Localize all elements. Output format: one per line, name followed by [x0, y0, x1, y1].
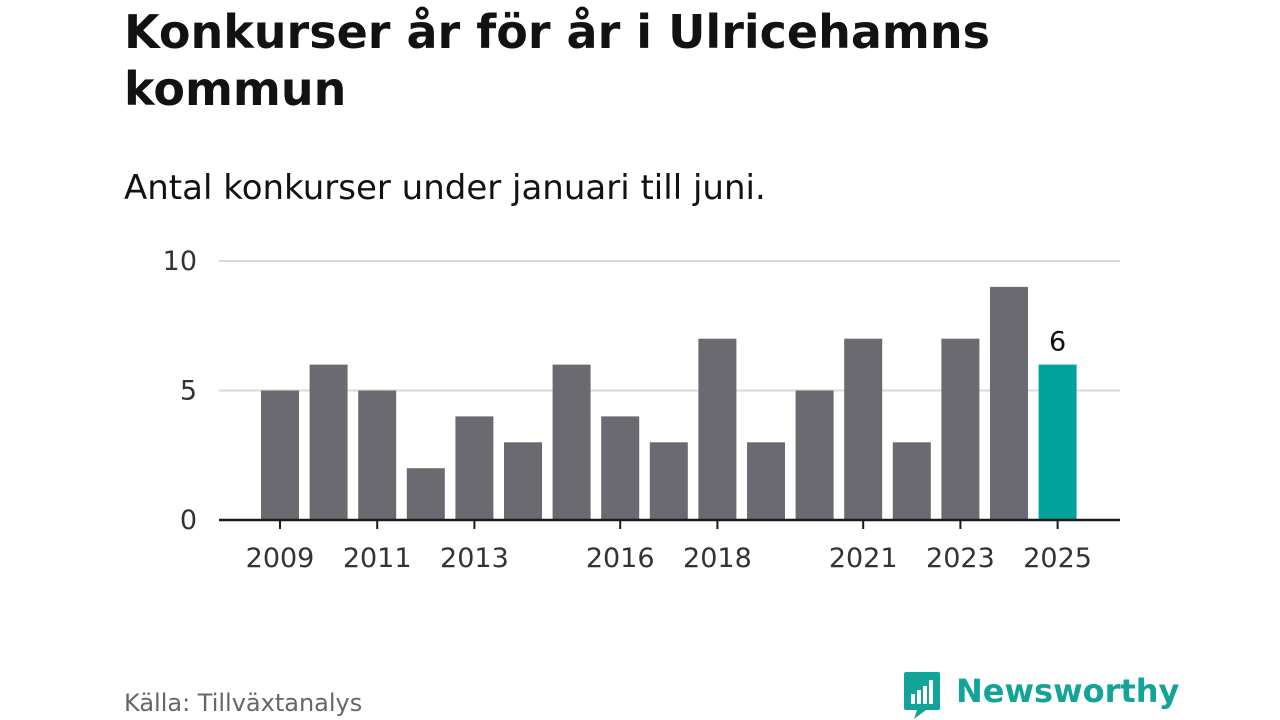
bar-2018	[698, 338, 737, 520]
bar-2010	[309, 364, 348, 520]
x-tick-label: 2009	[246, 543, 315, 574]
bar-2023	[941, 338, 980, 520]
brand-name: Newsworthy	[956, 672, 1180, 710]
bar-2019	[747, 442, 785, 520]
x-tick-label: 2018	[683, 543, 752, 574]
x-tick-label: 2023	[926, 543, 995, 574]
bar-2012	[406, 468, 445, 520]
x-tick-label: 2025	[1023, 543, 1092, 574]
bar-2013	[455, 416, 494, 520]
bar-2017	[649, 442, 688, 520]
brand-logo: Newsworthy	[902, 670, 1179, 720]
y-tick-label: 5	[180, 376, 197, 407]
x-tick-label: 2021	[829, 543, 898, 574]
bar-2009	[261, 390, 299, 520]
source-note: Källa: Tillväxtanalys	[124, 689, 363, 717]
chart-title: Konkurser år för år i Ulricehamns kommun	[124, 5, 990, 116]
bar-2015	[552, 364, 591, 520]
x-tick-label: 2013	[440, 543, 509, 574]
x-tick-label: 2011	[343, 543, 412, 574]
bar-2021	[844, 338, 883, 520]
data-label: 6	[1049, 327, 1066, 358]
bar-2014	[504, 442, 542, 520]
bar-2025	[1038, 364, 1077, 520]
y-tick-label: 0	[180, 505, 197, 536]
bar-2020	[795, 390, 834, 520]
bar-2022	[892, 442, 931, 520]
bar-chart: 0 5 10 6 2009 2011 2013 2016 2018 2021 2023 2025	[163, 246, 1120, 574]
x-tick-label: 2016	[586, 543, 655, 574]
chart-subtitle: Antal konkurser under januari till juni.	[124, 168, 766, 208]
bar-2016	[601, 416, 640, 520]
bar-2024	[990, 286, 1028, 520]
bar-2011	[358, 390, 397, 520]
newsworthy-logo-icon	[904, 672, 940, 719]
y-tick-label: 10	[163, 246, 197, 277]
